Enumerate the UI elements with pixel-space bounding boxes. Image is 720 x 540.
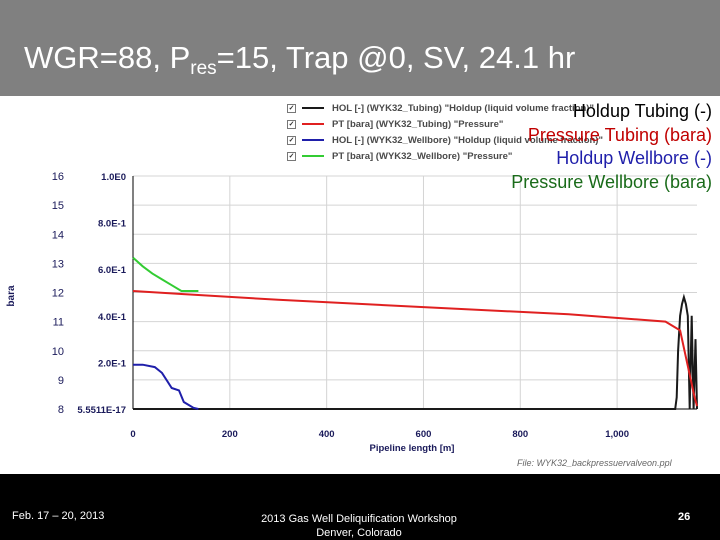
legend-swatch xyxy=(302,139,324,141)
line-chart: 8 9 10 11 12 13 14 15 16 5.5511E-17 2.0E-1 4.0E-1 6.… xyxy=(6,171,698,454)
series-line-2 xyxy=(133,363,199,410)
y-left-tick-label-6: 14 xyxy=(52,229,64,241)
title-prefix: WGR=88, P xyxy=(24,40,191,75)
x-tick-label-4: 800 xyxy=(512,429,528,440)
legend-checkbox[interactable]: ✓ xyxy=(287,135,296,145)
x-tick-label-2: 400 xyxy=(319,429,335,440)
series-line-0 xyxy=(133,293,698,410)
overlay-label-1: Pressure Tubing (bara) xyxy=(527,124,712,145)
y-left-tick-label-7: 15 xyxy=(52,200,64,212)
overlay-label-0: Holdup Tubing (-) xyxy=(572,101,712,121)
x-tick-label-1: 200 xyxy=(222,429,238,440)
y-left-tick-label-3: 11 xyxy=(53,317,64,329)
legend-label: PT [bara] (WYK32_Tubing) "Pressure" xyxy=(332,118,504,130)
plot-area xyxy=(0,96,720,474)
footer-event-line1: 2013 Gas Well Deliquification Workshop xyxy=(261,513,457,525)
legend-label: HOL [-] (WYK32_Tubing) "Holdup (liquid v… xyxy=(332,102,594,114)
y-left-tick-label-8: 16 xyxy=(52,171,64,183)
chart-legend: ✓ HOL [-] (WYK32_Tubing) "Holdup (liquid … xyxy=(287,100,603,164)
overlay-label-2: Holdup Wellbore (-) xyxy=(556,148,712,168)
file-note: File: WYK32_backpressuervalveon.ppl xyxy=(517,458,672,468)
footer-event-line2: Denver, Colorado xyxy=(316,527,402,539)
legend-checkbox[interactable]: ✓ xyxy=(287,119,296,129)
legend-swatch xyxy=(302,107,324,109)
page-number: 26 xyxy=(678,511,691,523)
x-tick-label-5: 1,000 xyxy=(605,429,629,440)
y-axis-label: bara xyxy=(6,285,17,307)
legend-label: PT [bara] (WYK32_Wellbore) "Pressure" xyxy=(332,150,513,162)
legend-entry-1: ✓ PT [bara] (WYK32_Tubing) "Pressure" xyxy=(287,116,603,132)
y-left-tick-label-2: 10 xyxy=(52,346,64,358)
y-right-tick-label-1: 2.0E-1 xyxy=(98,358,127,369)
title-subscript: res xyxy=(190,58,217,79)
legend-checkbox[interactable]: ✓ xyxy=(287,151,296,161)
footer-event: 2013 Gas Well Deliquification Workshop D… xyxy=(244,512,474,540)
overlay-label-3: Pressure Wellbore (bara) xyxy=(511,171,712,192)
x-tick-label-3: 600 xyxy=(416,429,432,440)
x-axis-label: Pipeline length [m] xyxy=(370,443,455,454)
legend-entry-3: ✓ PT [bara] (WYK32_Wellbore) "Pressure" xyxy=(287,148,603,164)
title-suffix: =15, Trap @0, SV, 24.1 hr xyxy=(216,40,576,75)
y-right-tick-label-4: 8.0E-1 xyxy=(98,219,127,230)
y-right-tick-label-5: 1.0E0 xyxy=(101,172,126,183)
y-right-tick-label-3: 6.0E-1 xyxy=(98,265,127,276)
legend-swatch xyxy=(302,155,324,157)
y-left-tick-label-5: 13 xyxy=(52,258,64,270)
y-left-tick-label-0: 8 xyxy=(58,404,64,416)
y-left-tick-label-1: 9 xyxy=(58,375,64,387)
y-left-tick-label-4: 12 xyxy=(52,288,64,300)
legend-entry-0: ✓ HOL [-] (WYK32_Tubing) "Holdup (liquid … xyxy=(287,100,603,116)
series-line-3 xyxy=(132,256,199,292)
x-tick-label-0: 0 xyxy=(130,429,135,440)
slide-title: WGR=88, Pres=15, Trap @0, SV, 24.1 hr xyxy=(24,40,575,80)
y-right-tick-label-2: 4.0E-1 xyxy=(98,312,127,323)
title-bar xyxy=(0,0,720,96)
y-right-tick-label-0: 5.5511E-17 xyxy=(77,405,126,416)
legend-swatch xyxy=(302,123,324,125)
legend-label: HOL [-] (WYK32_Wellbore) "Holdup (liquid… xyxy=(332,134,603,146)
series-line-1 xyxy=(132,290,698,407)
footer-bar: Feb. 17 – 20, 2013 2013 Gas Well Deliqui… xyxy=(0,474,720,540)
legend-entry-2: ✓ HOL [-] (WYK32_Wellbore) "Holdup (liqui… xyxy=(287,132,603,148)
footer-date: Feb. 17 – 20, 2013 xyxy=(12,510,105,522)
legend-checkbox[interactable]: ✓ xyxy=(287,103,296,113)
series-labels-overlay: Holdup Tubing (-) Pressure Tubing (bara) H… xyxy=(511,100,712,194)
